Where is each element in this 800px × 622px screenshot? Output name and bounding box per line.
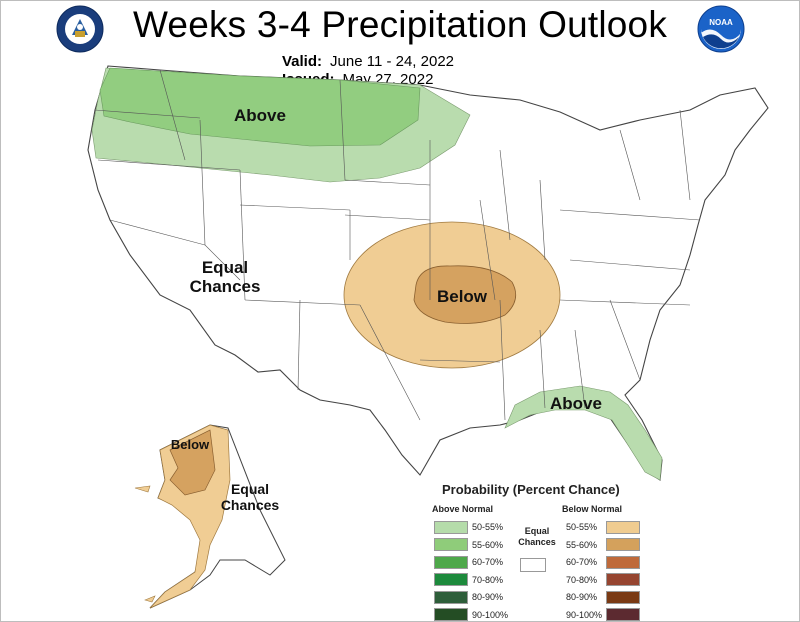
- legend-below-row: 80-90%: [566, 590, 640, 604]
- doc-seal-logo: [56, 5, 104, 53]
- above-north-label: Above: [234, 106, 286, 125]
- legend-below-swatch: [606, 538, 640, 551]
- legend-above-swatch: [434, 573, 468, 586]
- legend-above-label: 70-80%: [472, 574, 504, 585]
- alaska-below-mid-zone: [169, 429, 216, 496]
- legend-above-row: 60-70%: [434, 555, 512, 569]
- legend-above-swatch: [434, 555, 468, 569]
- legend-below-label: 70-80%: [566, 574, 598, 585]
- valid-label: Valid:: [282, 53, 323, 70]
- legend-below-label: 50-55%: [566, 522, 598, 532]
- above-southeast-zone: [504, 385, 663, 481]
- noaa-logo-text: NOAA: [709, 18, 733, 27]
- legend-equal-line2: Chances: [518, 537, 556, 547]
- legend: Probability (Percent Chance) Above Norma…: [430, 480, 640, 621]
- equal-west-label-line2: Chances: [189, 277, 261, 296]
- legend-below-row: 55-60%: [566, 538, 640, 552]
- legend-below-row: 60-70%: [566, 555, 640, 569]
- legend-above-label: 90-100%: [472, 609, 509, 620]
- equal-west-label-line1: Equal: [201, 258, 249, 277]
- legend-below-row: 70-80%: [566, 573, 640, 587]
- below-alaska-label: Below: [170, 437, 210, 452]
- legend-below-swatch: [606, 608, 640, 621]
- state-boundaries: [94, 69, 701, 421]
- legend-below-swatch: [606, 573, 640, 586]
- legend-above-swatch: [434, 520, 468, 534]
- legend-equal-swatch: [520, 558, 546, 572]
- legend-below-swatch: [606, 520, 640, 534]
- legend-above-label: 80-90%: [472, 592, 504, 602]
- legend-below-label: 90-100%: [566, 609, 603, 620]
- legend-above-row: 50-55%: [434, 520, 512, 534]
- legend-above-row: 80-90%: [434, 590, 512, 604]
- alaska-islands: [134, 485, 156, 603]
- legend-below-label: 60-70%: [566, 557, 598, 567]
- equal-alaska-label-line2: Chances: [220, 497, 280, 513]
- equal-alaska-label-line1: Equal: [230, 481, 270, 497]
- legend-above-swatch: [434, 608, 468, 621]
- legend-below-label: 80-90%: [566, 592, 598, 602]
- noaa-logo: NOAA: [697, 5, 745, 53]
- valid-value: June 11 - 24, 2022: [330, 53, 454, 70]
- legend-equal-line1: Equal: [524, 526, 550, 536]
- legend-above-label: 60-70%: [472, 557, 504, 567]
- legend-below-heading: Below Normal: [562, 504, 623, 514]
- legend-above-label: 50-55%: [472, 522, 504, 532]
- legend-below-swatch: [606, 555, 640, 569]
- valid-line: Valid: June 11 - 24, 2022: [282, 53, 454, 70]
- above-southeast-label: Above: [550, 394, 602, 413]
- legend-above-row: 90-100%: [434, 608, 512, 622]
- legend-equal-label: Equal Chances: [512, 526, 562, 548]
- legend-title: Probability (Percent Chance): [442, 482, 620, 497]
- below-mid-zone: [413, 265, 517, 324]
- legend-below-row: 90-100%: [566, 608, 640, 622]
- legend-above-row: 55-60%: [434, 538, 512, 552]
- legend-above-row: 70-80%: [434, 573, 512, 587]
- legend-above-swatch: [434, 590, 468, 604]
- legend-above-heading: Above Normal: [432, 504, 494, 514]
- legend-above-label: 55-60%: [472, 539, 504, 550]
- below-central-label: Below: [436, 287, 488, 306]
- legend-below-label: 55-60%: [566, 539, 598, 550]
- page-title: Weeks 3-4 Precipitation Outlook: [132, 4, 668, 45]
- legend-above-swatch: [434, 538, 468, 551]
- legend-below-row: 50-55%: [566, 520, 640, 534]
- legend-below-swatch: [606, 590, 640, 604]
